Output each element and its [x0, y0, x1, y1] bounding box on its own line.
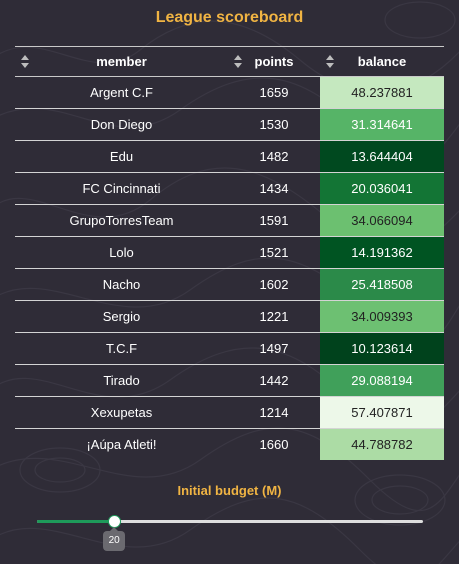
table-row: Xexupetas 1214 57.407871 [15, 396, 444, 429]
slider-value-tooltip: 20 [103, 527, 126, 551]
cell-balance: 29.088194 [320, 364, 444, 397]
cell-points: 1434 [228, 172, 320, 205]
table-row: Nacho 1602 25.418508 [15, 268, 444, 301]
table-row: Don Diego 1530 31.314641 [15, 108, 444, 141]
column-header-member[interactable]: member [15, 46, 228, 77]
cell-member: Lolo [15, 236, 228, 269]
cell-member: FC Cincinnati [15, 172, 228, 205]
column-header-label: points [254, 54, 294, 69]
cell-member: ¡Aúpa Atleti! [86, 437, 157, 452]
table-row: Tirado 1442 29.088194 [15, 364, 444, 397]
cell-balance: 10.123614 [320, 332, 444, 365]
page-title: League scoreboard [155, 9, 304, 26]
slider-fill [37, 520, 115, 523]
cell-member: Edu [15, 140, 228, 173]
table-row: T.C.F 1497 10.123614 [15, 332, 444, 365]
scoreboard-table: member points balance Argent C.F 1659 48.2… [15, 46, 444, 460]
cell-points: 1530 [228, 108, 320, 141]
slider-track[interactable] [37, 520, 423, 523]
table-row: Sergio 1221 34.009393 [15, 300, 444, 333]
table-row: FC Cincinnati 1434 20.036041 [15, 172, 444, 205]
cell-points: 1521 [228, 236, 320, 269]
cell-balance: 34.066094 [320, 204, 444, 237]
column-header-label: member [96, 54, 147, 69]
cell-points: 1442 [228, 364, 320, 397]
cell-member: T.C.F [15, 332, 228, 365]
cell-balance: 44.788782 [320, 428, 444, 460]
cell-member: Sergio [15, 300, 228, 333]
cell-member: Nacho [15, 268, 228, 301]
cell-balance: 13.644404 [320, 140, 444, 173]
cell-balance: 31.314641 [320, 108, 444, 141]
sort-icon[interactable] [21, 55, 29, 68]
slider-label: Initial budget (M) [177, 483, 282, 498]
cell-balance: 57.407871 [320, 396, 444, 429]
cell-balance: 20.036041 [320, 172, 444, 205]
cell-balance: 48.237881 [320, 76, 444, 109]
cell-member: Don Diego [15, 108, 228, 141]
table-row: ¡Aúpa Atleti! 1660 44.788782 [15, 428, 444, 460]
table-header-row: member points balance [15, 46, 444, 77]
cell-points: 1221 [228, 300, 320, 333]
sort-icon[interactable] [234, 55, 242, 68]
table-row: Edu 1482 13.644404 [15, 140, 444, 173]
cell-member: GrupoTorresTeam [15, 204, 228, 237]
cell-points: 1660 [259, 437, 289, 452]
cell-member: Xexupetas [15, 396, 228, 429]
table-row: Lolo 1521 14.191362 [15, 236, 444, 269]
table-row: GrupoTorresTeam 1591 34.066094 [15, 204, 444, 237]
cell-points: 1482 [228, 140, 320, 173]
column-header-label: balance [357, 54, 407, 69]
cell-points: 1214 [228, 396, 320, 429]
cell-points: 1497 [228, 332, 320, 365]
sort-icon[interactable] [326, 55, 334, 68]
cell-balance: 25.418508 [320, 268, 444, 301]
cell-balance: 34.009393 [320, 300, 444, 333]
table-row: Argent C.F 1659 48.237881 [15, 76, 444, 109]
cell-balance: 14.191362 [320, 236, 444, 269]
cell-points: 1659 [228, 76, 320, 109]
cell-member: Argent C.F [15, 76, 228, 109]
cell-points: 1591 [228, 204, 320, 237]
cell-points: 1602 [228, 268, 320, 301]
cell-member: Tirado [15, 364, 228, 397]
column-header-points[interactable]: points [228, 46, 320, 77]
column-header-balance[interactable]: balance [320, 46, 444, 77]
